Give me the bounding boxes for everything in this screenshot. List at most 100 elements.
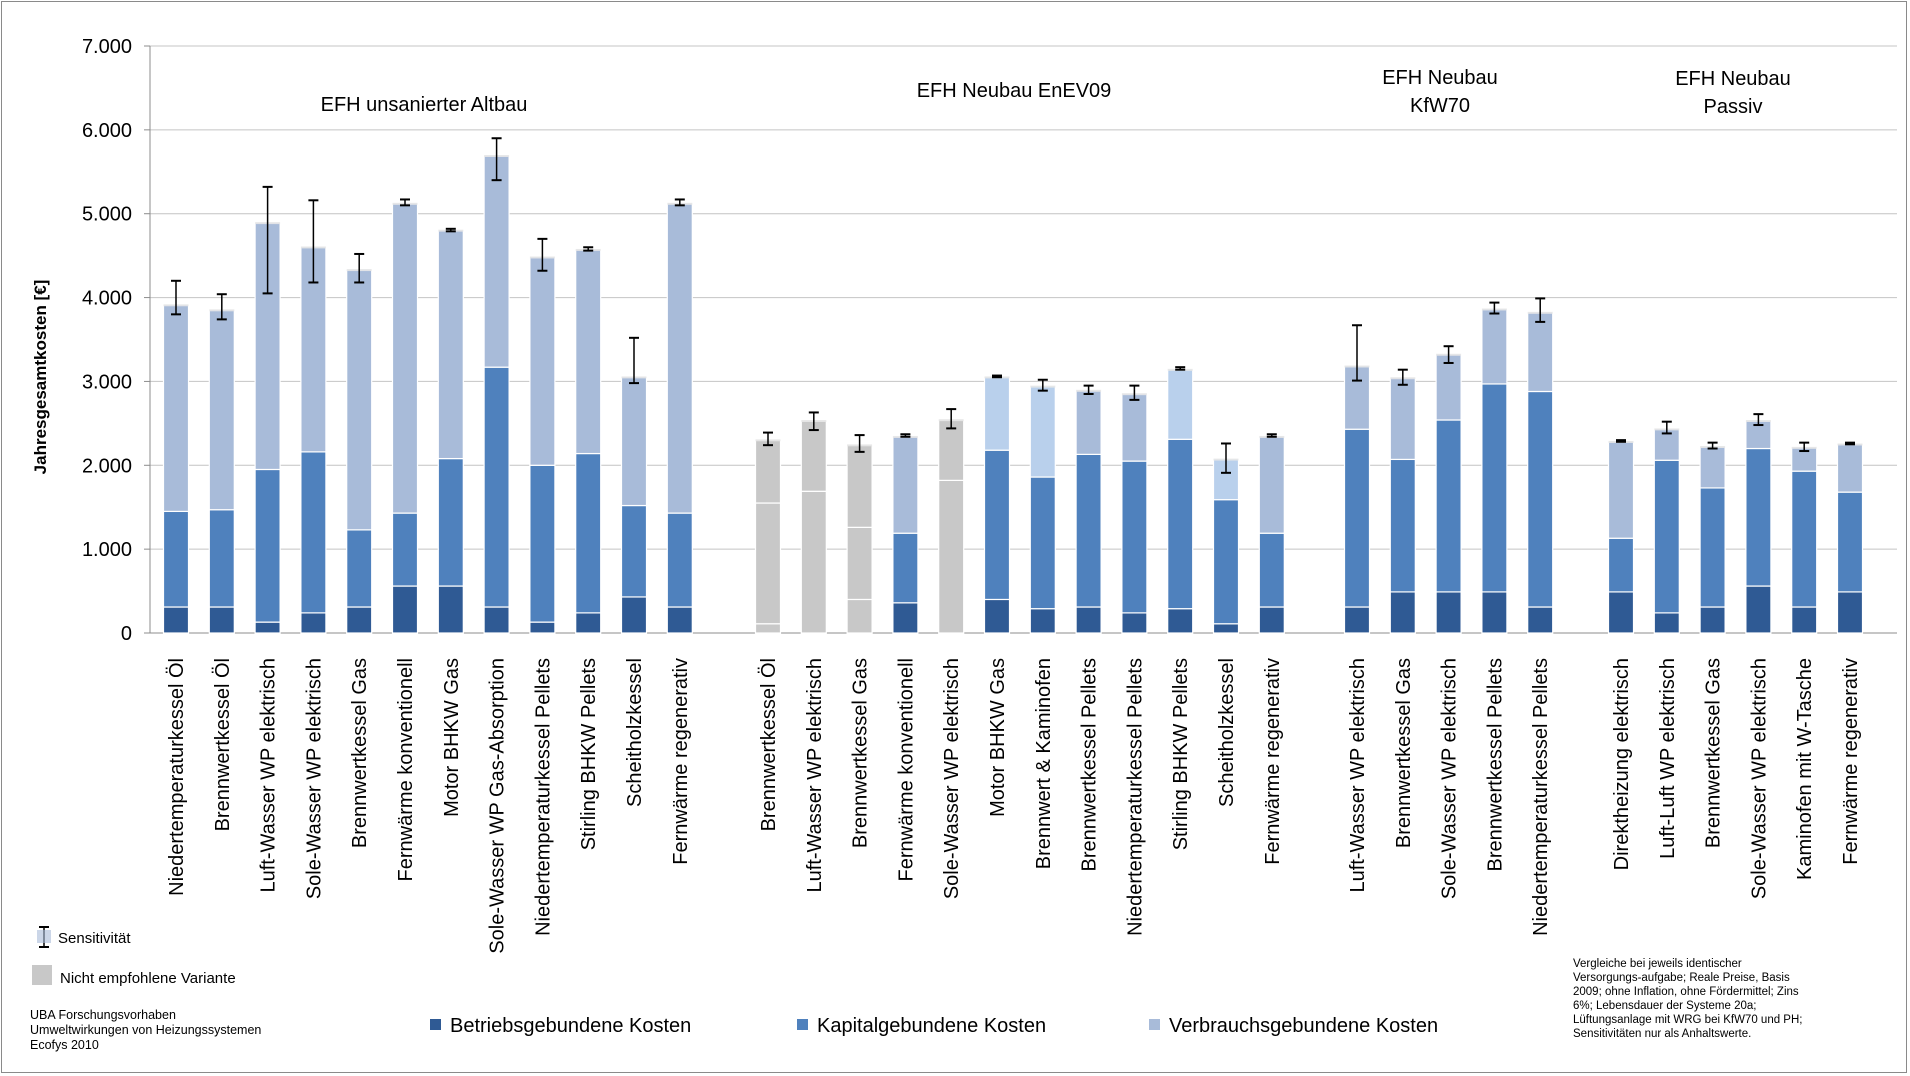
bar-segment-kapital xyxy=(1343,428,1371,608)
legend-label: Betriebsgebundene Kosten xyxy=(450,1015,691,1037)
bar-segment-kapital xyxy=(437,457,464,587)
aux-legend: Sensitivität Nicht empfohlene Variante xyxy=(32,926,236,987)
legend-label: Verbrauchsgebundene Kosten xyxy=(1169,1015,1438,1037)
bar-segment-verbrauch xyxy=(208,308,235,511)
bar-segment-betrieb xyxy=(1075,606,1102,634)
bar-segment-kapital xyxy=(1836,491,1864,593)
group-title: KfW70 xyxy=(1410,95,1470,117)
x-label: Fernwärme konventionell xyxy=(895,658,917,881)
bar-segment-betrieb xyxy=(1699,606,1726,634)
x-label: Fernwärme konventionell xyxy=(395,658,417,881)
x-label: Sole-Wasser WP elektrisch xyxy=(941,658,963,899)
y-tick-label: 3.000 xyxy=(82,371,132,393)
bar-segment-verbrauch xyxy=(983,375,1011,451)
sensitivity-icon-bg xyxy=(37,930,51,943)
x-label: Stirling BHKW Pellets xyxy=(1170,658,1192,850)
x-label: Brennwertkessel Gas xyxy=(1703,658,1725,848)
bar-segment-verbrauch xyxy=(437,229,464,460)
bar-segment-kapital xyxy=(300,451,327,614)
bar-segment-verbrauch xyxy=(346,268,373,531)
bar-segment-kapital xyxy=(254,468,281,623)
bar-segment-betrieb xyxy=(162,606,190,634)
bar-segment-kapital xyxy=(1653,459,1680,614)
bar-segment-betrieb xyxy=(892,602,919,634)
legend-swatch xyxy=(430,1019,441,1030)
x-label: Sole-Wasser WP Gas-Absorption xyxy=(487,658,509,954)
y-tick-label: 0 xyxy=(121,623,132,645)
legend-swatch xyxy=(797,1019,808,1030)
bar-segment-verbrauch xyxy=(1029,385,1056,478)
bar-segment-betrieb xyxy=(1167,608,1194,634)
bar-segment-kapital xyxy=(938,479,965,634)
y-tick-label: 1.000 xyxy=(82,539,132,561)
aux-legend-label: Nicht empfohlene Variante xyxy=(60,970,236,987)
y-axis-label: Jahresgesamtkosten [€] xyxy=(31,280,50,475)
x-label: Direktheizung elektrisch xyxy=(1611,658,1633,870)
bar-segment-kapital xyxy=(1258,532,1285,608)
bar-segment-betrieb xyxy=(1836,591,1864,634)
bar-segment-betrieb xyxy=(846,598,873,634)
comparison-line: Sensitivitäten nur als Anhaltswerte. xyxy=(1573,1028,1752,1040)
bar-segment-kapital xyxy=(666,512,693,608)
bar-segment-kapital xyxy=(208,509,235,608)
x-label: Luft-Luft WP elektrisch xyxy=(1657,658,1679,859)
source-note: UBA Forschungsvorhaben Umweltwirkungen v… xyxy=(30,1008,261,1053)
bar-segment-kapital xyxy=(892,532,919,604)
bars xyxy=(162,154,1864,634)
bar-segment-verbrauch xyxy=(1699,445,1726,489)
bar-segment-betrieb xyxy=(1029,608,1056,634)
y-tick-label: 4.000 xyxy=(82,288,132,310)
x-label: Sole-Wasser WP elektrisch xyxy=(303,658,325,899)
bar-segment-kapital xyxy=(1527,390,1554,608)
bar-segment-betrieb xyxy=(620,596,648,634)
bar-segment-betrieb xyxy=(529,621,556,634)
gray-variant-swatch xyxy=(32,965,52,985)
bar-segment-verbrauch xyxy=(529,255,556,466)
bar-segment-kapital xyxy=(846,526,873,601)
bar-segment-kapital xyxy=(162,510,190,608)
bar-segment-verbrauch xyxy=(1836,442,1864,493)
group-title: EFH unsanierter Altbau xyxy=(321,94,528,116)
group-title: Passiv xyxy=(1704,96,1763,118)
bar-segment-verbrauch xyxy=(754,438,782,504)
bar-segment-verbrauch xyxy=(620,375,648,507)
bar-segment-verbrauch xyxy=(1075,389,1102,455)
bar-segment-kapital xyxy=(1745,447,1772,587)
x-label: Brennwertkessel Gas xyxy=(1393,658,1415,848)
legend-swatch xyxy=(1149,1019,1160,1030)
y-axis-ticks: 0 1.000 2.000 3.000 4.000 5.000 6.000 7.000 xyxy=(82,36,150,645)
bar-segment-verbrauch xyxy=(1389,376,1416,461)
bar-segment-verbrauch xyxy=(1167,368,1194,440)
bar-segment-kapital xyxy=(483,366,510,608)
x-label: Scheitholzkessel xyxy=(624,658,646,807)
bar-segment-betrieb xyxy=(254,621,281,634)
bar-segment-betrieb xyxy=(1607,591,1635,634)
bar-segment-betrieb xyxy=(437,585,464,634)
bar-segment-kapital xyxy=(800,490,827,634)
source-line: Umweltwirkungen von Heizungssystemen xyxy=(30,1023,262,1037)
error-bars xyxy=(171,137,1855,474)
x-label: Sole-Wasser WP elektrisch xyxy=(1439,658,1461,899)
comparison-line: 6%; Lebensdauer der Systeme 20a; xyxy=(1573,1000,1757,1012)
legend: Betriebsgebundene Kosten Kapitalgebundene… xyxy=(430,1015,1438,1037)
x-label: Motor BHKW Gas xyxy=(441,658,463,817)
x-label: Brennwertkessel Gas xyxy=(850,658,872,848)
bar-segment-kapital xyxy=(1121,460,1148,614)
bar-segment-betrieb xyxy=(666,606,693,634)
bar-segment-verbrauch xyxy=(666,202,693,514)
bar-segment-betrieb xyxy=(300,612,327,634)
bar-segment-kapital xyxy=(754,502,782,625)
bar-segment-kapital xyxy=(1699,487,1726,608)
x-label: Motor BHKW Gas xyxy=(987,658,1009,817)
group-title: EFH Neubau EnEV09 xyxy=(917,80,1112,102)
comparison-line: 2009; ohne Inflation, ohne Fördermittel;… xyxy=(1573,986,1799,998)
x-label: Niedertemperaturkessel Pellets xyxy=(532,658,554,936)
bar-segment-kapital xyxy=(1791,470,1818,608)
bar-segment-betrieb xyxy=(1258,606,1285,634)
bar-segment-betrieb xyxy=(1527,606,1554,634)
bar-segment-kapital xyxy=(1607,537,1635,593)
bar-segment-verbrauch xyxy=(1527,311,1554,393)
group-title: EFH Neubau xyxy=(1675,68,1791,90)
bar-segment-verbrauch xyxy=(1121,392,1148,462)
